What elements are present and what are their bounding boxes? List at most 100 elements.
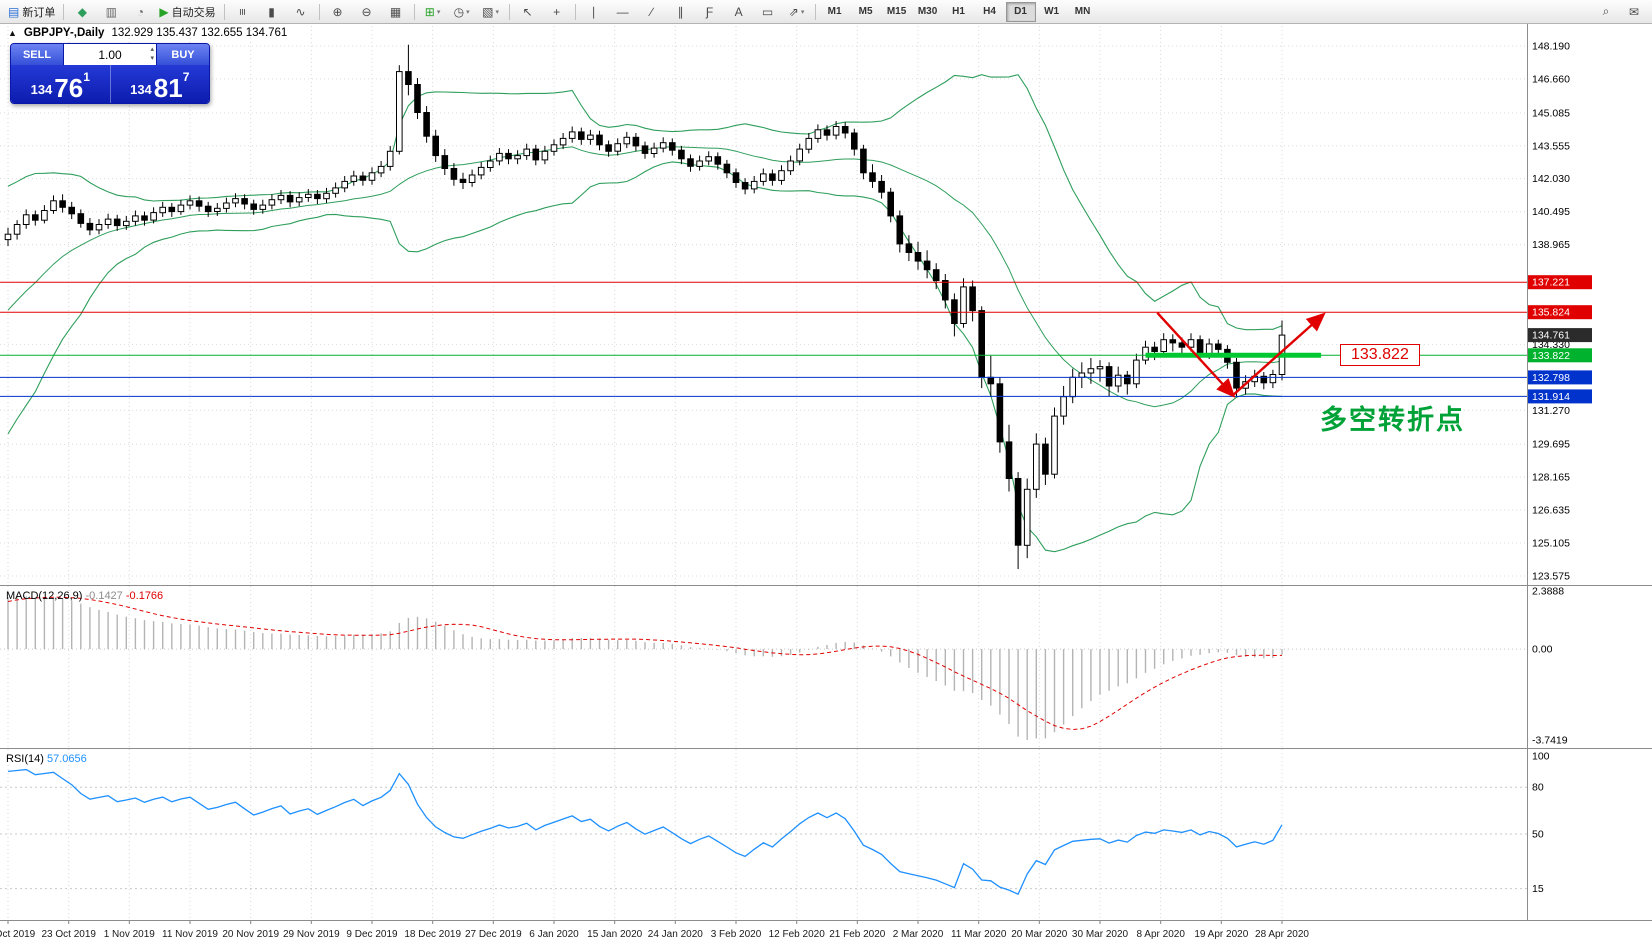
periods-button[interactable]: ◷ ▾	[453, 4, 470, 19]
svg-text:133.822: 133.822	[1532, 350, 1570, 362]
svg-text:137.221: 137.221	[1532, 277, 1570, 289]
timeframe-h4[interactable]: H4	[983, 6, 996, 17]
toolbar-divider	[318, 3, 320, 20]
trend-arrow-down[interactable]	[1156, 311, 1236, 398]
macd-axis-label: -3.7419	[1532, 735, 1568, 747]
macd-axis-label: 2.3888	[1532, 586, 1564, 598]
price-axis-label: 138.965	[1532, 239, 1570, 251]
horizontal-line-button[interactable]: ―	[616, 4, 629, 19]
bollinger-lower-band[interactable]	[7, 161, 1283, 553]
buy-price[interactable]: 134 81 7	[109, 65, 210, 103]
market-watch-button[interactable]: ◆	[77, 4, 87, 19]
time-axis-label: 6 Jan 2020	[529, 929, 579, 940]
candlestick-chart-button[interactable]: ▮	[268, 4, 275, 19]
time-axis-label: 1 Nov 2019	[104, 929, 156, 940]
time-axis-label: 23 Oct 2019	[41, 929, 96, 940]
toolbar-divider	[814, 3, 816, 20]
buy-button[interactable]: BUY	[157, 44, 209, 65]
vertical-line-button[interactable]: ∣	[590, 4, 597, 19]
volume-stepper-arrows[interactable]: ▴ ▾	[150, 45, 154, 63]
price-badge-133.822	[1528, 348, 1592, 363]
trendline-button[interactable]: ∕	[650, 4, 653, 19]
templates-button[interactable]: ▧ ▾	[482, 4, 499, 19]
chat-icon[interactable]: ✉	[1628, 4, 1640, 19]
search-icon[interactable]: ⌕	[1602, 4, 1610, 18]
timeframe-w1[interactable]: W1	[1044, 6, 1060, 17]
new-order-button[interactable]: ▤ 新订单	[8, 4, 56, 19]
time-axis-label: 18 Dec 2019	[404, 929, 461, 940]
time-axis-label: 19 Apr 2020	[1194, 929, 1248, 940]
channel-button[interactable]: ∥	[677, 4, 684, 19]
toolbar-divider	[508, 3, 510, 20]
toolbar-divider	[223, 3, 225, 20]
chart-background	[0, 24, 1652, 947]
new-chart-button[interactable]: ⊞ ▾	[424, 4, 441, 19]
time-axis-label: 11 Mar 2020	[951, 929, 1007, 940]
price-axis-label: 131.270	[1532, 405, 1570, 417]
rsi-axis-label: 50	[1532, 829, 1544, 841]
rsi-axis-label: 100	[1532, 751, 1550, 763]
svg-text:134.761: 134.761	[1532, 330, 1570, 342]
price-badge-132.798	[1528, 370, 1592, 385]
zoom-out-button[interactable]: ⊖	[361, 4, 372, 19]
line-chart-button[interactable]: ∿	[295, 4, 306, 19]
navigator-button[interactable]: ◔	[136, 4, 144, 19]
one-click-collapse-icon[interactable]: ▲	[8, 28, 17, 38]
time-axis-label: 24 Jan 2020	[648, 929, 703, 940]
timeframe-m30[interactable]: M30	[917, 6, 938, 17]
arrows-button[interactable]: ⇗ ▾	[788, 4, 805, 19]
timeframe-m1[interactable]: M1	[827, 6, 842, 17]
time-axis-label: 9 Dec 2019	[346, 929, 398, 940]
macd-signal-line	[7, 596, 1283, 731]
price-badge-137.221	[1528, 275, 1592, 290]
fibonacci-button[interactable]: Ƒ	[705, 4, 714, 19]
spin-up-icon[interactable]: ▴	[150, 46, 154, 53]
auto-trading-button[interactable]: ▶ 自动交易	[159, 4, 216, 19]
volume-spinner[interactable]: 1.00 ▴ ▾	[63, 44, 157, 65]
price-axis-label: 128.165	[1532, 472, 1570, 484]
svg-text:132.798: 132.798	[1532, 372, 1570, 384]
trend-arrow-up[interactable]	[1232, 312, 1326, 397]
crosshair-button[interactable]: +	[553, 4, 561, 19]
timeframe-m5[interactable]: M5	[858, 6, 873, 17]
bar-chart-button[interactable]: ≡	[235, 7, 250, 16]
cursor-button[interactable]: ↖	[522, 4, 533, 19]
price-badge-135.824	[1528, 305, 1592, 320]
time-axis-label: 15 Jan 2020	[587, 929, 642, 940]
sell-price[interactable]: 134 76 1	[11, 65, 110, 103]
timeframe-d1[interactable]: D1	[1005, 1, 1036, 22]
sell-price-sup: 1	[83, 70, 90, 84]
timeframe-m15[interactable]: M15	[886, 6, 907, 17]
buy-price-big: 81	[153, 72, 183, 103]
spin-down-icon[interactable]: ▾	[150, 55, 154, 62]
time-axis-label: 12 Feb 2020	[769, 929, 826, 940]
tile-windows-button[interactable]: ▦	[389, 4, 402, 19]
time-axis-label: 11 Nov 2019	[162, 929, 218, 940]
zoom-in-button[interactable]: ⊕	[332, 4, 343, 19]
support-price-label[interactable]: 133.822	[1340, 344, 1420, 366]
timeframe-mn[interactable]: MN	[1074, 6, 1091, 17]
time-axis-label: 2 Mar 2020	[893, 929, 944, 940]
time-axis-label: 28 Apr 2020	[1255, 929, 1309, 940]
bollinger-upper-band[interactable]	[7, 74, 1283, 331]
timeframe-h1[interactable]: H1	[952, 6, 965, 17]
volume-value: 1.00	[98, 47, 122, 62]
bull-bear-turning-point-note[interactable]: 多空转折点	[1320, 405, 1465, 435]
one-click-trading-panel: SELL 1.00 ▴ ▾ BUY 134 76 1 134 81 7	[10, 43, 210, 104]
price-axis-label: 126.635	[1532, 505, 1570, 517]
time-axis-label: 14 Oct 2019	[0, 929, 36, 940]
text-label-button[interactable]: ▭	[761, 4, 774, 19]
sell-button[interactable]: SELL	[11, 44, 63, 65]
data-window-button[interactable]: ▥	[105, 4, 118, 19]
macd-axis-label: 0.00	[1532, 644, 1553, 656]
symbol-info: ▲ GBPJPY-,Daily 132.929 135.437 132.655 …	[8, 27, 287, 39]
price-badge-134.761	[1528, 328, 1592, 343]
time-axis-label: 21 Feb 2020	[829, 929, 886, 940]
price-axis-label: 123.575	[1532, 571, 1570, 583]
price-badge-131.914	[1528, 389, 1592, 404]
rsi-label: RSI(14) 57.0656	[6, 753, 87, 765]
text-button[interactable]: A	[734, 4, 743, 19]
price-axis-label: 125.105	[1532, 538, 1570, 550]
